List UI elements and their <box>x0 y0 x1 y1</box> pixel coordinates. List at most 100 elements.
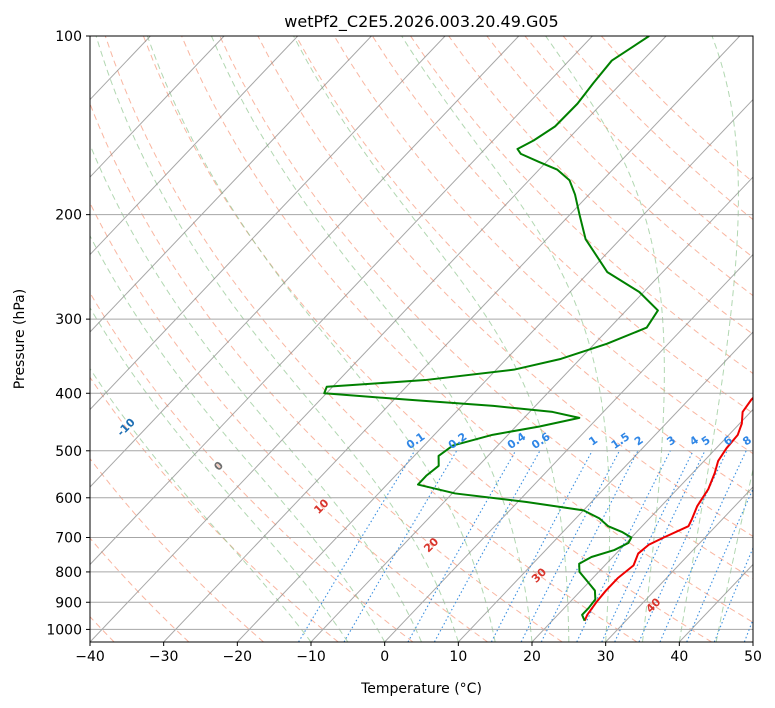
isotherm-line <box>90 36 225 178</box>
isotherm-line <box>90 36 372 333</box>
mixing-ratio-label: 3 <box>664 433 678 448</box>
mixing-ratio-line <box>743 618 753 642</box>
moist-adiabat-line <box>90 306 349 642</box>
mixing-ratio-label: 1.5 <box>609 430 632 452</box>
dry-adiabat-line <box>90 537 190 642</box>
isotherm-line <box>90 36 593 566</box>
dry-adiabat-label: -20 <box>34 383 57 406</box>
background-lines <box>90 36 753 642</box>
moist-adiabat-line <box>545 36 665 642</box>
temperature-profile-line <box>583 396 753 622</box>
moist-adiabat-line <box>210 36 533 642</box>
dry-adiabat-line <box>219 36 753 580</box>
moist-adiabat-line <box>715 467 753 642</box>
y-tick-label: 200 <box>55 208 82 224</box>
mixing-ratio-label: 0.6 <box>529 430 553 452</box>
isotherm-line <box>236 98 753 642</box>
moist-adiabat-line <box>90 234 386 642</box>
dry-adiabat-label: 0 <box>211 459 226 474</box>
x-axis-label: Temperature (°C) <box>360 681 482 697</box>
y-axis: 100 200 300 400 500 600 700 800 900 1000 <box>46 29 90 638</box>
dry-adiabat-line <box>410 36 753 375</box>
moist-adiabat-line <box>90 367 312 642</box>
dry-adiabat-label: 30 <box>529 565 549 585</box>
y-tick-label: 900 <box>55 595 82 611</box>
dry-adiabat-line <box>181 36 753 623</box>
chart-title: wetPf2_C2E5.2026.003.20.49.G05 <box>284 12 558 32</box>
dry-adiabat-line <box>486 36 753 297</box>
dry-adiabat-line <box>562 36 753 221</box>
mixing-ratio-label: 0.4 <box>505 430 529 452</box>
y-tick-label: 400 <box>55 386 82 402</box>
x-tick-label: 50 <box>744 649 762 665</box>
mixing-ratio-line <box>433 450 541 642</box>
isotherm-line <box>90 36 299 256</box>
mixing-ratio-line <box>407 450 517 642</box>
moist-adiabat-line <box>401 36 611 642</box>
dry-adiabat-line <box>257 36 753 537</box>
dewpoint-profile-line <box>323 36 659 622</box>
isotherm-line <box>163 36 741 642</box>
mixing-ratio-line <box>686 487 753 642</box>
moist-adiabat-line <box>90 143 422 642</box>
y-tick-label: 100 <box>55 29 82 45</box>
x-tick-label: 10 <box>449 649 467 665</box>
dry-adiabat-line <box>448 36 753 335</box>
dry-adiabat-line <box>90 376 339 642</box>
y-tick-label: 600 <box>55 491 82 507</box>
mixing-ratio-line <box>490 450 593 642</box>
x-tick-label: −20 <box>223 649 253 665</box>
isotherm-line <box>90 36 520 488</box>
mixing-ratio-line <box>540 450 639 642</box>
plot-frame <box>89 35 754 643</box>
mixing-ratio-line <box>576 450 671 642</box>
dry-adiabat-line <box>90 457 264 642</box>
moist-adiabat-line <box>678 36 739 642</box>
dry-adiabat-label: 40 <box>643 595 663 615</box>
dry-adiabat-line <box>600 36 753 183</box>
mixing-ratio-label: 0.1 <box>404 430 427 452</box>
mixing-ratio-line <box>713 546 753 642</box>
y-tick-label: 500 <box>55 444 82 460</box>
moist-adiabat-line <box>95 36 459 642</box>
moist-adiabat-line <box>293 36 570 642</box>
mixing-ratio-line <box>659 450 747 642</box>
y-tick-label: 300 <box>55 312 82 328</box>
dry-adiabat-line <box>90 102 563 642</box>
x-tick-label: 20 <box>523 649 541 665</box>
y-axis-label: Pressure (hPa) <box>12 289 28 389</box>
x-tick-label: −10 <box>296 649 326 665</box>
dry-adiabat-line <box>142 36 712 642</box>
mixing-ratio-label: 10 <box>761 431 775 451</box>
moist-adiabat-line <box>146 36 496 642</box>
isotherm-line <box>90 36 446 411</box>
isotherm-line <box>384 253 753 642</box>
isotherm-line <box>457 331 753 642</box>
y-tick-label: 800 <box>55 565 82 581</box>
mixing-ratio-label: 1 <box>586 433 600 448</box>
dry-adiabat-line <box>90 291 414 642</box>
dry-adiabat-line <box>371 36 753 414</box>
isotherm-line <box>310 176 753 642</box>
isotherm-line <box>605 486 753 642</box>
dry-adiabat-line <box>333 36 753 455</box>
dry-adiabat-label: -10 <box>114 416 137 439</box>
mixing-ratio-label: 2 <box>632 433 646 448</box>
x-tick-label: −30 <box>149 649 179 665</box>
x-axis: −40 −30 −20 −10 0 10 20 30 40 50 <box>75 642 762 665</box>
mixing-ratio-line <box>343 450 458 642</box>
isotherm-line <box>90 36 667 642</box>
x-tick-label: 30 <box>597 649 615 665</box>
x-tick-label: 40 <box>670 649 688 665</box>
isotherm-line <box>752 641 753 642</box>
y-tick-label: 700 <box>55 531 82 547</box>
x-tick-label: −40 <box>75 649 105 665</box>
mixing-ratio-label: 5 <box>699 433 713 448</box>
y-tick-label: 1000 <box>46 622 82 638</box>
data-lines <box>323 36 753 622</box>
dry-adiabat-line <box>295 36 753 496</box>
x-tick-label: 0 <box>380 649 389 665</box>
isotherm-line <box>531 408 753 642</box>
mixing-ratio-label: 4 <box>687 433 701 448</box>
